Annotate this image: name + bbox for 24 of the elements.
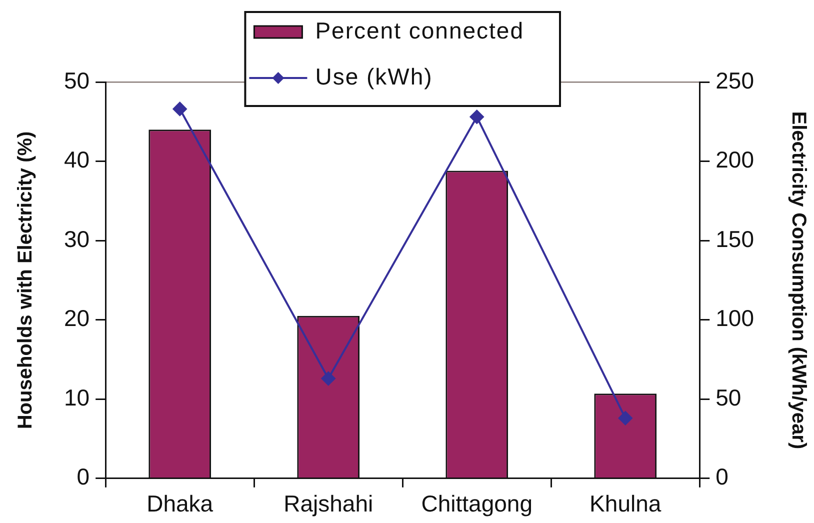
y-tick-label: 50 — [64, 67, 90, 94]
y-tick-label: 30 — [64, 226, 90, 252]
y-axis-title: Households with Electricity (%) — [14, 131, 37, 430]
x-tick-label: Khulna — [590, 490, 662, 517]
y2-tick-label: 0 — [716, 464, 728, 490]
point — [321, 372, 336, 386]
x-tick-label: Chittagong — [421, 490, 532, 517]
point — [172, 102, 187, 116]
y-tick-label: 40 — [64, 146, 90, 173]
y2-tick-label: 150 — [716, 226, 754, 252]
point — [470, 110, 484, 124]
x-tick-label: Rajshahi — [284, 490, 374, 517]
x-tick-label: Dhaka — [146, 490, 214, 517]
y2-axis-title: Electricity Consumption (kWh/year) — [787, 111, 810, 450]
point — [618, 411, 632, 426]
legend-label: Percent connected — [315, 17, 524, 44]
y-tick-label: 10 — [64, 384, 90, 410]
y2-tick-label: 50 — [716, 384, 742, 410]
legend-label: Use (kWh) — [315, 63, 433, 90]
y-tick-label: 20 — [64, 305, 90, 332]
y2-tick-label: 100 — [716, 305, 754, 332]
y2-tick-label: 200 — [716, 146, 754, 173]
y-tick-label: 0 — [76, 464, 90, 490]
y2-tick-label: 250 — [716, 67, 754, 94]
